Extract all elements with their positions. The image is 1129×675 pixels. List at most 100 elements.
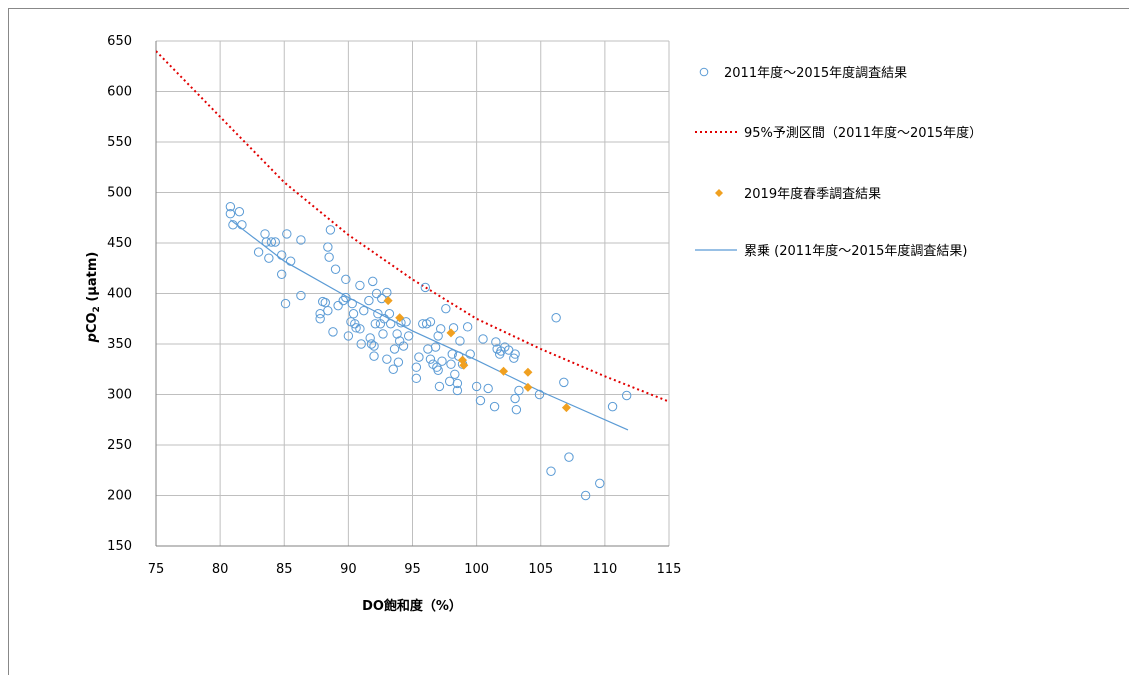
legend-label-interval: 95%予測区間（2011年度～2015年度） (744, 125, 982, 141)
survey-point (392, 329, 402, 339)
survey-point (510, 349, 520, 359)
survey-point (559, 377, 569, 388)
survey-point (264, 253, 274, 263)
survey-point (447, 349, 457, 359)
survey-point (489, 401, 500, 412)
legend-label-survey: 2011年度～2015年度調査結果 (724, 65, 907, 81)
survey-point (270, 237, 280, 247)
survey-point (436, 324, 446, 334)
survey-point (225, 209, 236, 219)
survey-point (511, 404, 522, 415)
survey-point (401, 317, 411, 327)
x-axis-title: DO飽和度（%） (362, 598, 462, 614)
survey-point (491, 337, 501, 347)
survey-point (373, 309, 383, 319)
survey-point (323, 242, 333, 252)
spring-2019-point (383, 296, 393, 306)
y-tick-label: 250 (107, 438, 132, 453)
y-tick-label: 200 (107, 489, 132, 504)
legend-marker-survey (699, 67, 709, 77)
survey-point (369, 341, 379, 351)
survey-point (296, 235, 306, 245)
survey-point (315, 309, 325, 319)
survey-point (393, 357, 404, 367)
power-trendline (230, 219, 629, 431)
survey-point (433, 331, 443, 341)
survey-point (343, 331, 354, 341)
survey-point (356, 339, 366, 349)
survey-point (514, 385, 524, 396)
survey-point (420, 282, 431, 293)
survey-point (369, 351, 379, 361)
survey-point (433, 365, 443, 375)
survey-point (280, 298, 291, 309)
y-tick-label: 450 (107, 236, 132, 251)
survey-point (411, 362, 422, 372)
spring-2019-point (523, 382, 533, 392)
survey-point (509, 353, 519, 363)
survey-point (341, 292, 351, 303)
survey-point (296, 290, 306, 301)
survey-point (261, 237, 271, 247)
y-tick-label: 400 (107, 287, 132, 302)
survey-point (348, 309, 359, 319)
y-tick-label: 350 (107, 337, 132, 352)
survey-point (323, 305, 333, 316)
legend-label-trend: 累乗 (2011年度～2015年度調査結果) (744, 243, 967, 259)
legend-label-spring: 2019年度春季調査結果 (744, 186, 881, 202)
survey-point (425, 354, 436, 364)
legend: 2011年度～2015年度調査結果 95%予測区間（2011年度～2015年度） 2… (695, 65, 982, 259)
survey-point (366, 339, 377, 349)
survey-point (423, 344, 433, 354)
spring-2019-point (523, 367, 533, 377)
survey-point (359, 305, 369, 316)
x-tick-label: 95 (404, 562, 421, 577)
spring-2019-point (446, 328, 456, 338)
survey-point (365, 333, 375, 343)
survey-point (276, 269, 287, 280)
spring-2019-point (459, 360, 469, 370)
survey-point (371, 288, 382, 299)
survey-point (320, 297, 330, 308)
survey-point (580, 490, 591, 501)
x-tick-label: 105 (528, 562, 553, 577)
x-tick-label: 85 (276, 562, 293, 577)
y-tick-label: 150 (107, 539, 132, 554)
survey-point (378, 329, 388, 339)
survey-point (462, 322, 473, 332)
y-tick-label: 600 (107, 85, 132, 100)
survey-point (368, 276, 378, 287)
y-tick-label: 550 (107, 135, 132, 150)
survey-point (465, 349, 475, 359)
survey-point (382, 287, 392, 298)
survey-point (595, 478, 605, 489)
y-tick-label: 300 (107, 388, 132, 403)
survey-point (411, 373, 422, 384)
survey-point (351, 323, 361, 333)
survey-point (324, 252, 334, 262)
survey-point (551, 313, 561, 323)
x-tick-label: 100 (464, 562, 489, 577)
survey-point (260, 229, 270, 239)
survey-point (398, 341, 409, 351)
survey-point (382, 354, 392, 364)
legend-marker-spring (715, 189, 723, 197)
survey-point (452, 385, 463, 396)
survey-point (441, 303, 451, 314)
survey-point (510, 393, 520, 404)
survey-point (546, 466, 556, 476)
survey-point (333, 300, 343, 311)
survey-point (434, 381, 445, 392)
survey-point (446, 359, 456, 369)
survey-point (389, 344, 400, 354)
survey-point (450, 369, 460, 379)
survey-point (325, 225, 336, 235)
survey-point (607, 401, 618, 412)
survey-point (452, 378, 463, 389)
survey-point (237, 220, 247, 230)
survey-point (425, 317, 436, 327)
x-tick-label: 90 (340, 562, 357, 577)
spring-2019-point (561, 403, 571, 413)
survey-point (403, 331, 414, 341)
